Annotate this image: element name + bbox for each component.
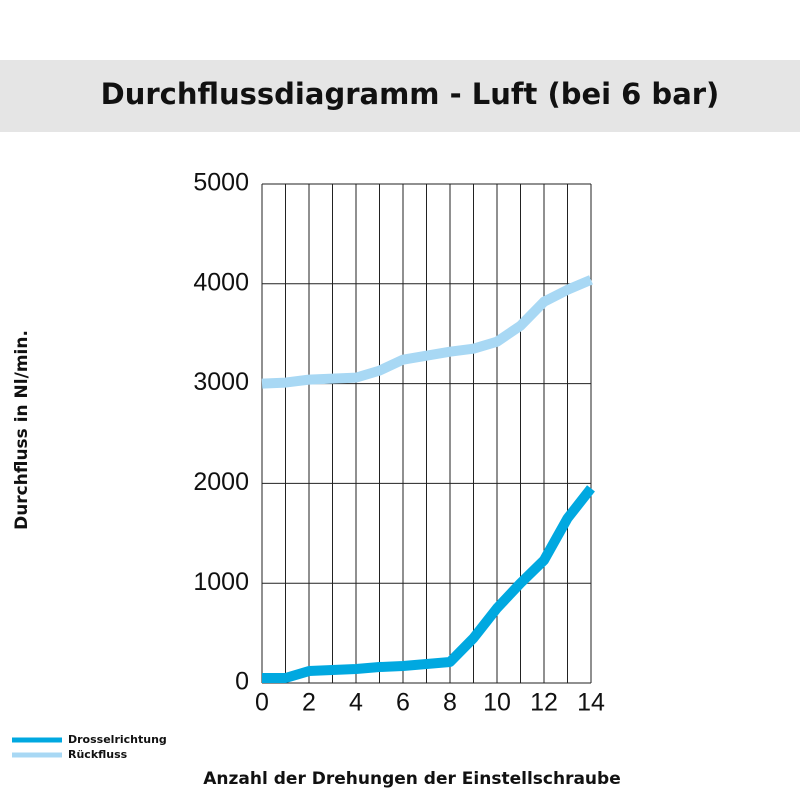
- x-tick-label: 12: [530, 689, 558, 717]
- x-axis-label: Anzahl der Drehungen der Einstellschraub…: [203, 769, 620, 789]
- x-tick-label: 0: [255, 689, 269, 717]
- y-tick-label: 0: [235, 668, 249, 696]
- x-tick-label: 2: [302, 689, 316, 717]
- x-tick-label: 14: [577, 689, 605, 717]
- y-tick-label: 5000: [193, 169, 249, 197]
- title-banner: [0, 60, 800, 132]
- x-tick-label: 4: [349, 689, 363, 717]
- x-tick-label: 8: [443, 689, 457, 717]
- x-tick-label: 6: [396, 689, 410, 717]
- y-tick-label: 1000: [193, 568, 249, 596]
- legend-label: Drosselrichtung: [68, 733, 167, 746]
- legend-label: Rückfluss: [68, 748, 128, 761]
- y-tick-label: 4000: [193, 268, 249, 296]
- y-axis-label: Durchfluss in Nl/min.: [12, 330, 32, 530]
- y-tick-label: 2000: [193, 468, 249, 496]
- data-line: [261, 275, 593, 389]
- y-tick-label: 3000: [193, 368, 249, 396]
- data-line: [262, 485, 595, 684]
- x-tick-label: 10: [483, 689, 511, 717]
- chart-title: Durchflussdiagramm - Luft (bei 6 bar): [101, 77, 720, 111]
